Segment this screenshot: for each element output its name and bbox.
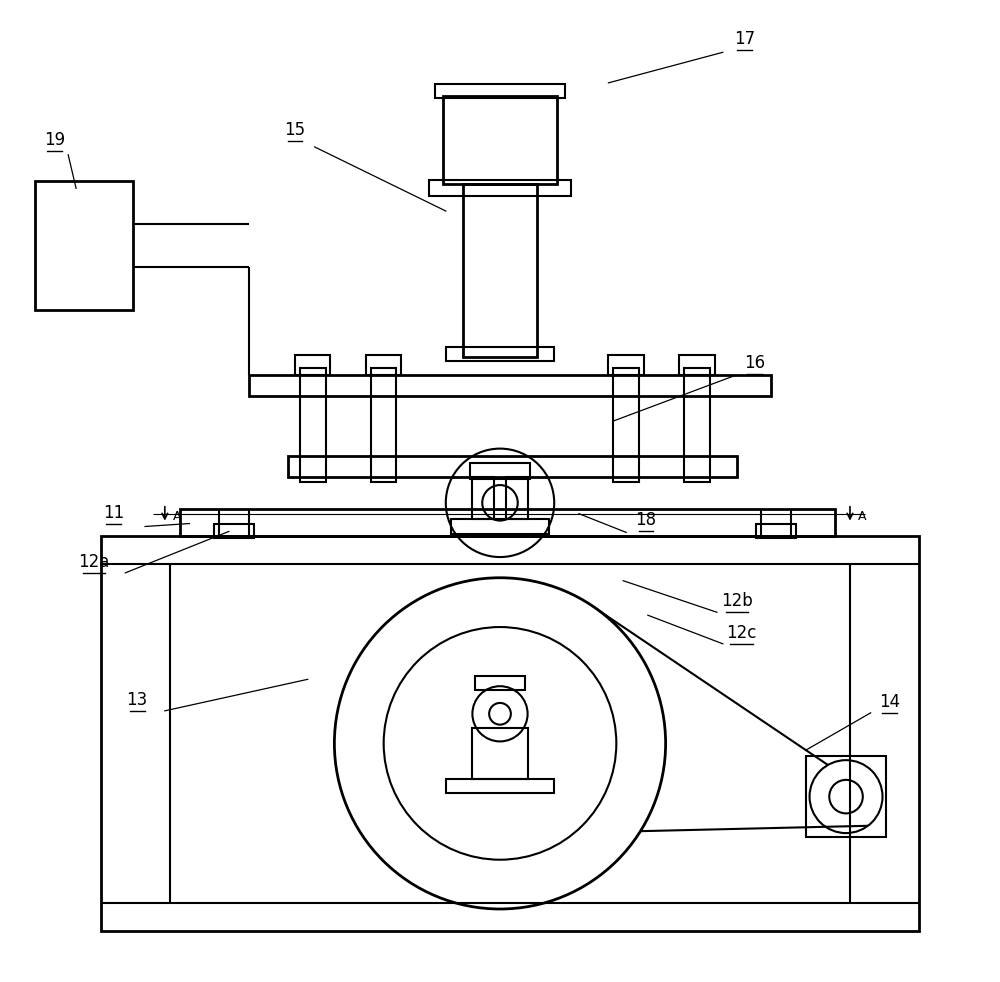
Bar (463, 185, 537, 356)
Bar (756, 523, 796, 538)
Bar (35, 182, 133, 309)
Text: A: A (173, 510, 181, 523)
Bar (506, 477, 528, 518)
Text: 11: 11 (103, 504, 124, 521)
Text: 12b: 12b (721, 592, 752, 610)
Bar (475, 677, 525, 690)
Text: 15: 15 (284, 121, 306, 139)
Text: 14: 14 (879, 693, 900, 711)
Bar (443, 95, 557, 185)
Bar (446, 347, 554, 360)
Text: 13: 13 (127, 691, 148, 709)
Bar (806, 756, 886, 837)
Bar (470, 464, 530, 479)
Bar (295, 355, 330, 375)
Bar (435, 83, 565, 97)
Bar (684, 368, 710, 482)
Text: 19: 19 (44, 131, 65, 149)
Bar (472, 728, 528, 779)
Bar (180, 509, 835, 536)
Text: 17: 17 (734, 30, 755, 48)
Bar (371, 368, 396, 482)
Bar (451, 518, 549, 534)
Text: 18: 18 (635, 512, 656, 529)
Bar (366, 355, 401, 375)
Bar (446, 779, 554, 792)
Bar (472, 477, 494, 518)
Bar (101, 536, 919, 931)
Bar (214, 523, 254, 538)
Text: 16: 16 (744, 354, 765, 372)
Bar (679, 355, 715, 375)
Bar (249, 375, 771, 397)
Bar (608, 355, 644, 375)
Text: 12c: 12c (726, 624, 757, 642)
Text: A: A (858, 510, 866, 523)
Bar (300, 368, 326, 482)
Bar (613, 368, 639, 482)
Bar (429, 181, 571, 196)
Text: 12a: 12a (78, 553, 110, 571)
Bar (288, 456, 737, 477)
